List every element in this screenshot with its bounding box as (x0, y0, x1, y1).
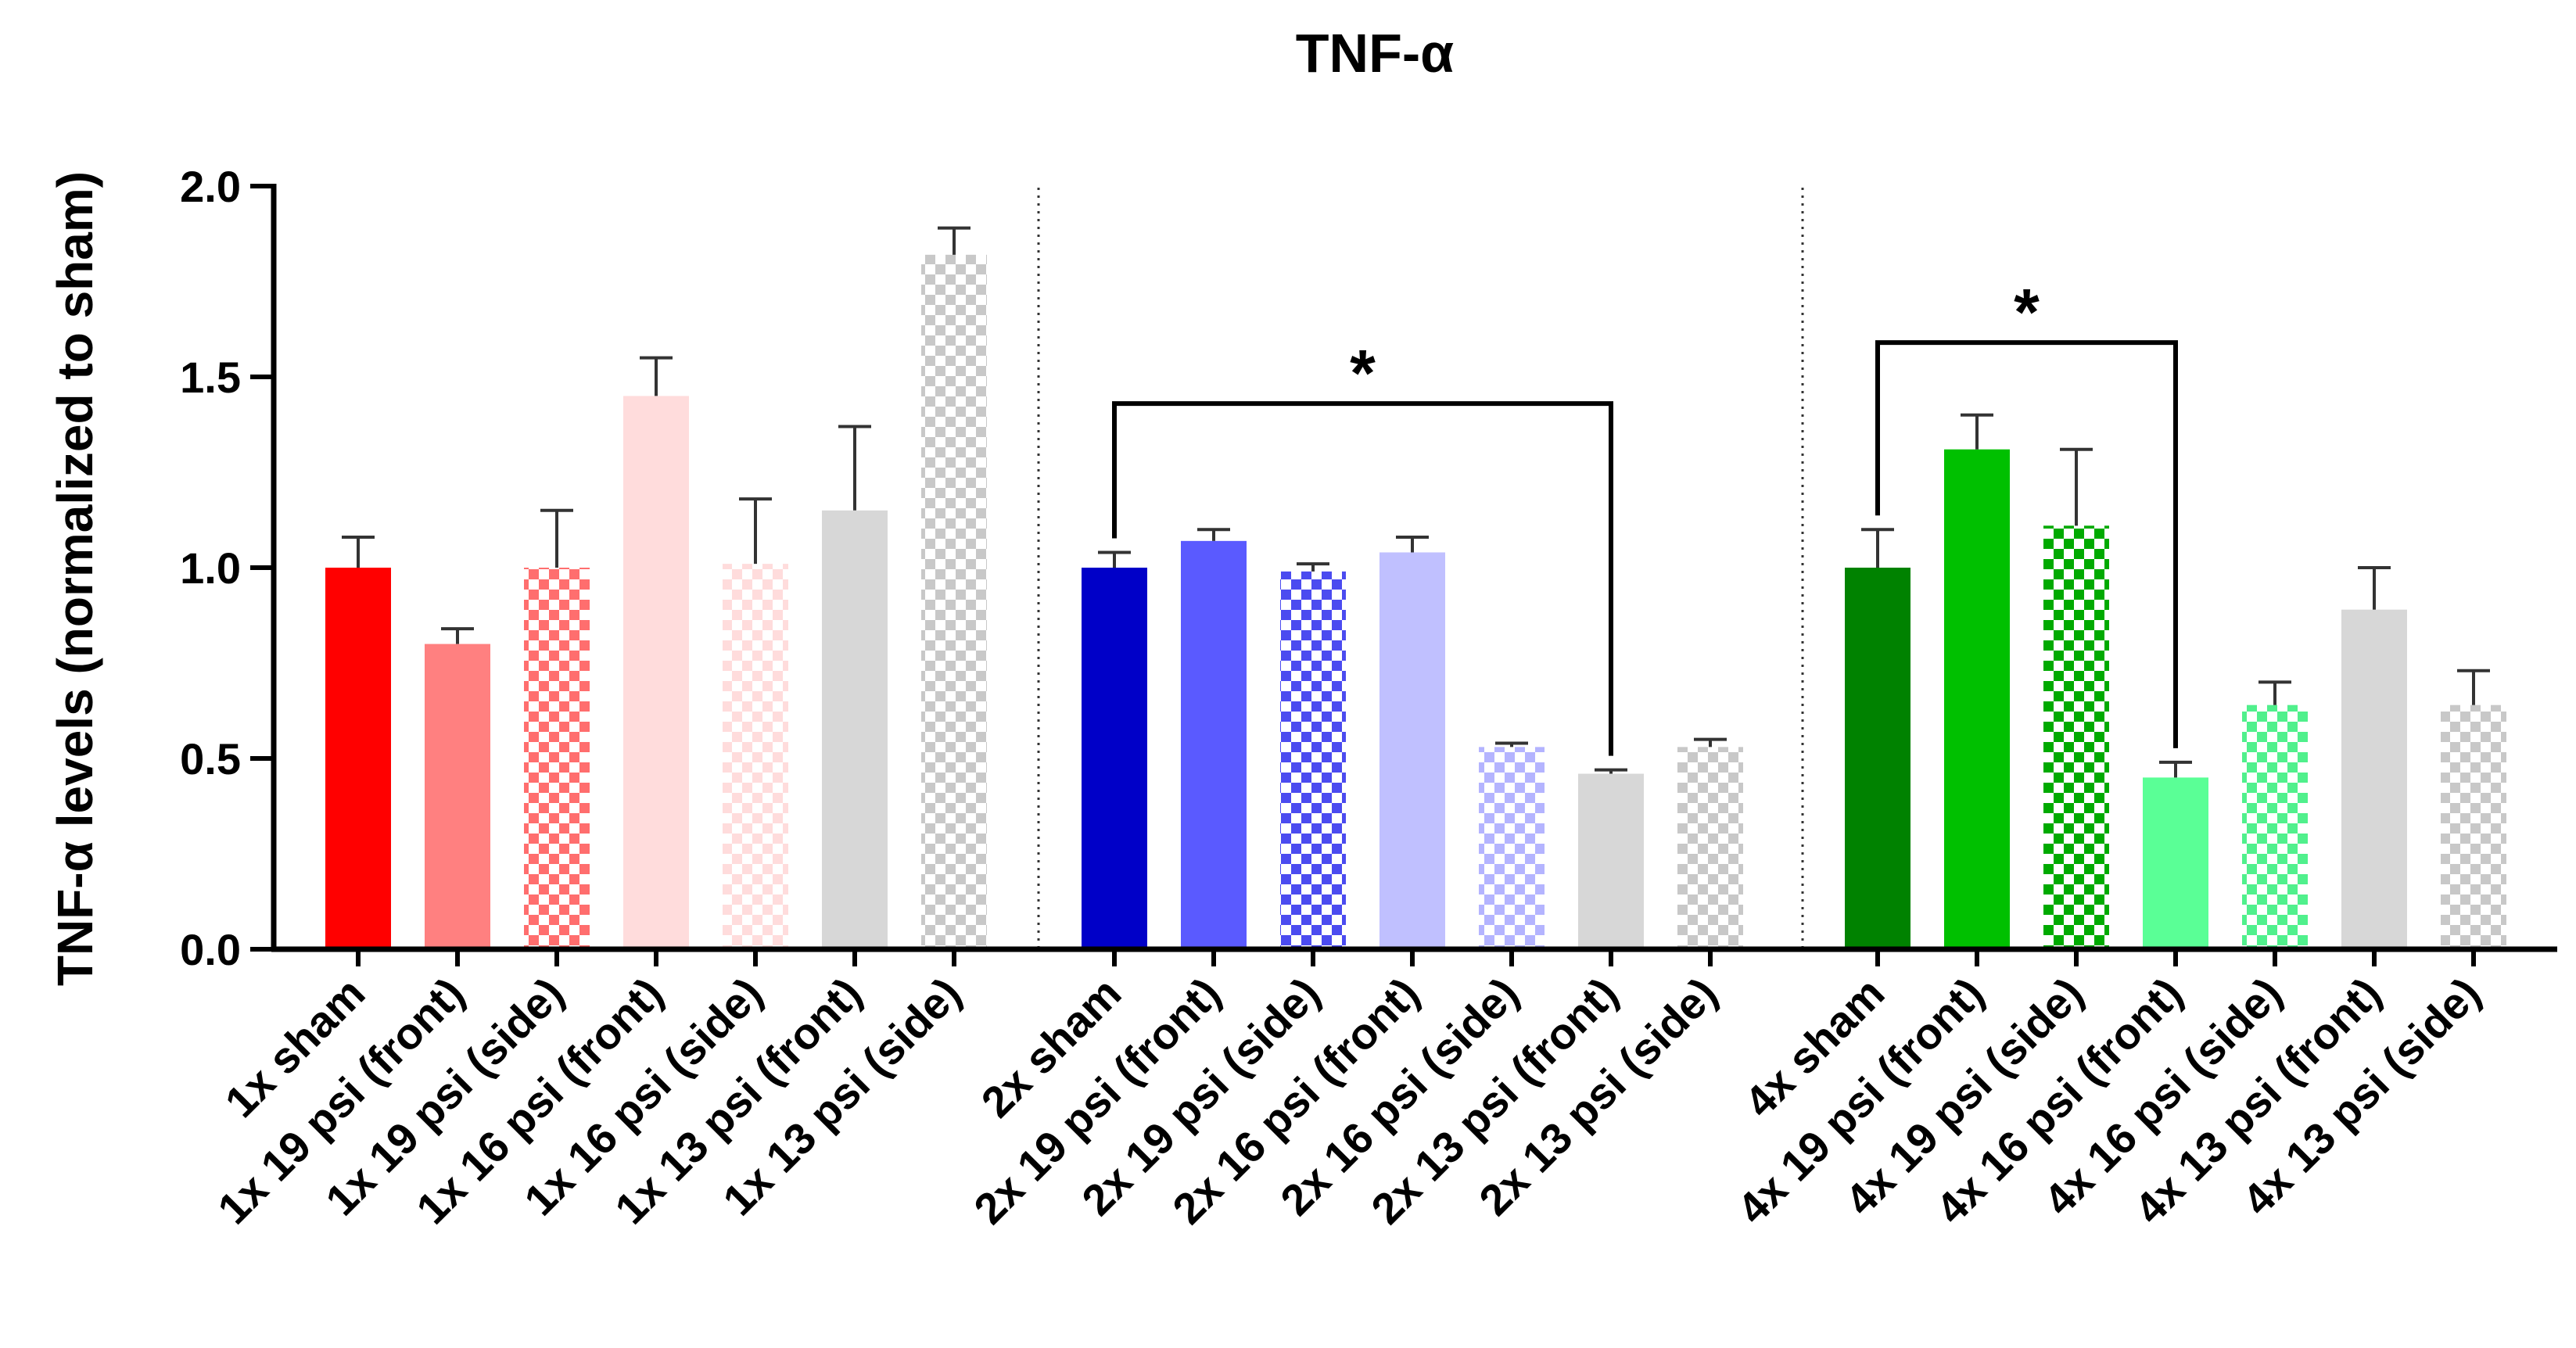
bar-4x-16-psi-front (2143, 777, 2208, 949)
chart-title: TNF-α (1296, 23, 1454, 84)
bar-1x-19-psi-side (524, 568, 590, 949)
y-axis-label: TNF-α levels (normalized to sham) (47, 171, 103, 986)
y-tick-label-1-5: 1.5 (180, 353, 241, 402)
y-tick-label-0-5: 0.5 (180, 734, 241, 783)
significance-star-1: * (1350, 336, 1376, 410)
bar-1x-sham (325, 568, 391, 949)
bar-2x-16-psi-front (1379, 552, 1445, 949)
bar-1x-16-psi-side (723, 564, 788, 949)
bar-4x-13-psi-front (2341, 609, 2407, 949)
bar-2x-13-psi-side (1677, 747, 1743, 949)
y-tick-label-2-0: 2.0 (180, 162, 241, 211)
bar-2x-13-psi-front (1578, 773, 1644, 949)
significance-bracket-1 (1112, 401, 1613, 756)
bar-1x-16-psi-front (623, 396, 689, 949)
bar-2x-19-psi-side (1280, 571, 1346, 949)
bar-2x-19-psi-front (1181, 540, 1247, 949)
bar-4x-19-psi-side (2043, 525, 2109, 949)
bar-1x-13-psi-front (822, 510, 888, 949)
bar-4x-sham (1845, 568, 1910, 949)
significance-bracket-2 (1875, 340, 2178, 748)
significance-star-2: * (2014, 275, 2040, 349)
y-tick-label-1-0: 1.0 (180, 543, 241, 593)
bar-1x-19-psi-front (425, 644, 490, 949)
bar-2x-sham (1082, 568, 1147, 949)
bar-4x-16-psi-side (2242, 704, 2308, 949)
bar-4x-19-psi-front (1944, 449, 2010, 949)
bar-2x-16-psi-side (1479, 747, 1545, 949)
bar-4x-13-psi-side (2441, 704, 2506, 949)
y-tick-label-0-0: 0.0 (180, 925, 241, 974)
bar-1x-13-psi-side (921, 254, 987, 950)
